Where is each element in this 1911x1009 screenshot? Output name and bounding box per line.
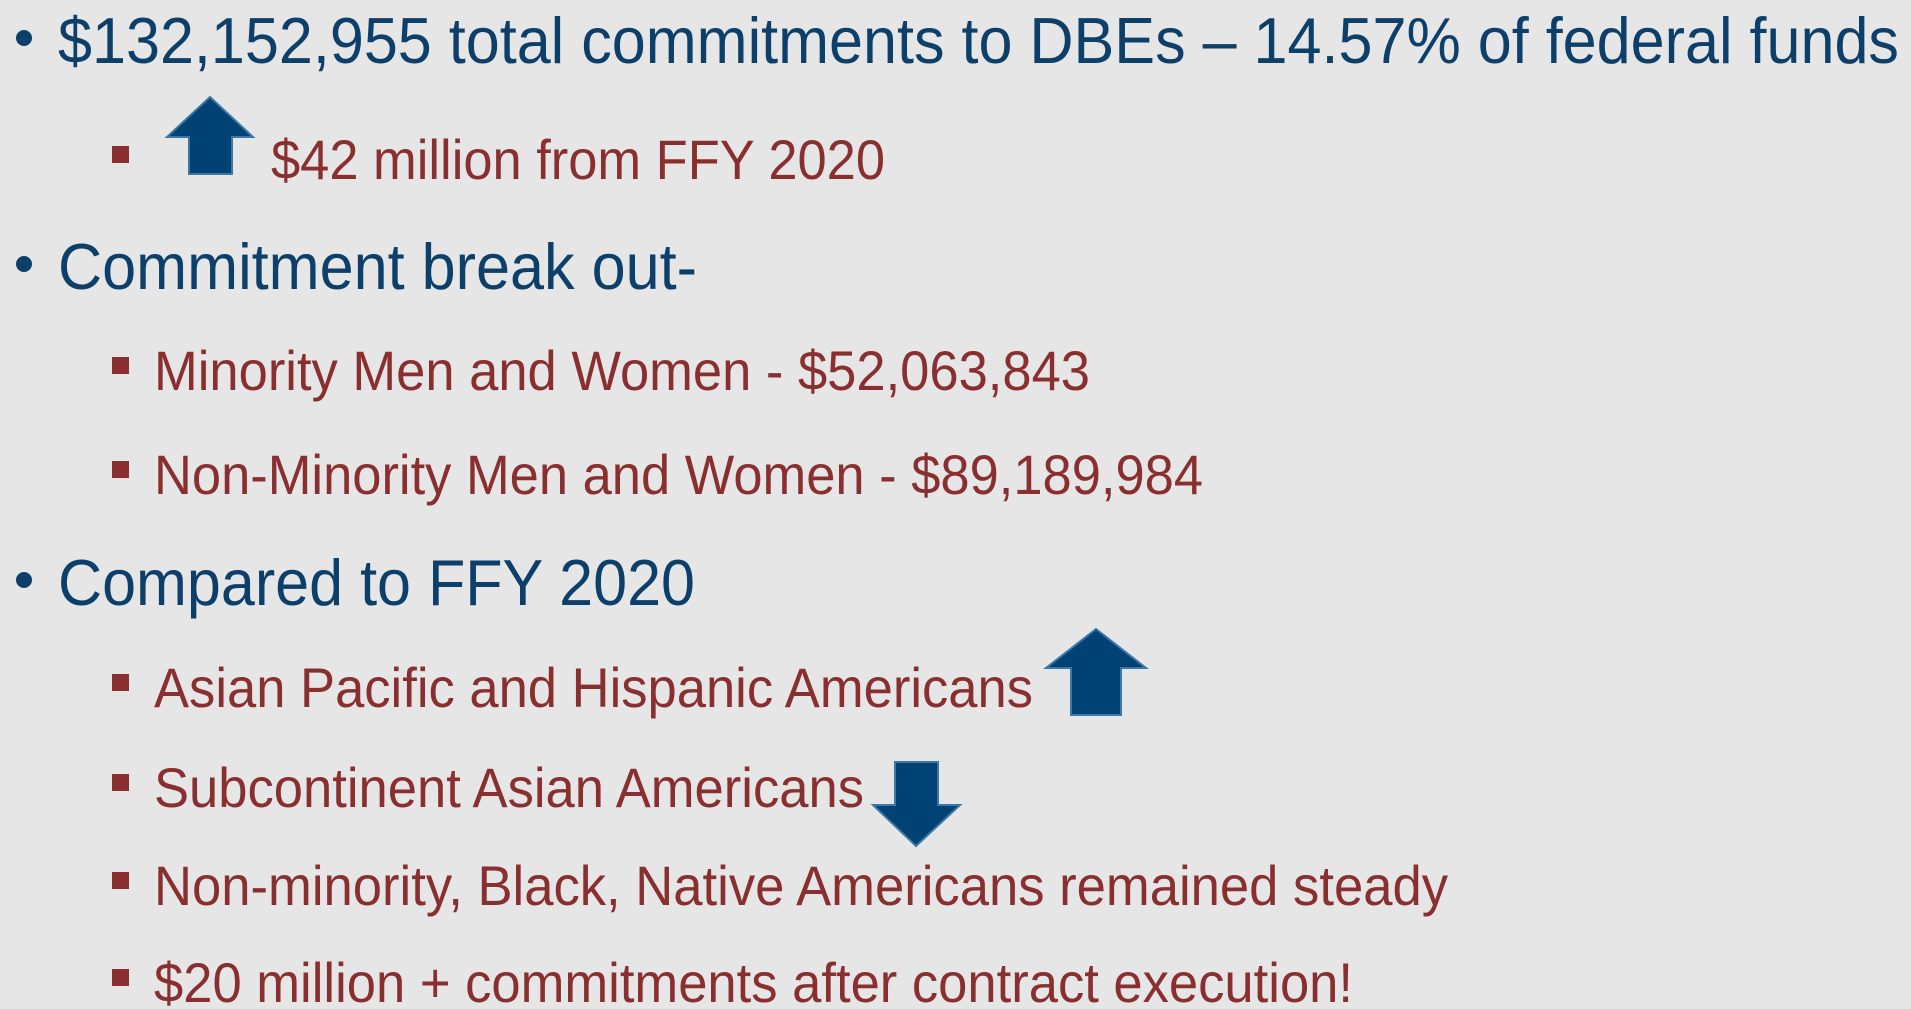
bullet-text: Subcontinent Asian Americans xyxy=(154,756,864,819)
bullet-dot xyxy=(16,30,32,46)
bullet-text: Compared to FFY 2020 xyxy=(58,546,695,619)
bullet-dot xyxy=(16,572,32,588)
bullet-text: Minority Men and Women - $52,063,843 xyxy=(154,339,1090,402)
up-arrow xyxy=(164,95,256,175)
bullet-dot xyxy=(16,256,32,272)
down-arrow xyxy=(870,761,963,848)
bullet-square xyxy=(112,674,129,691)
bullet-text: $42 million from FFY 2020 xyxy=(271,128,885,191)
bullet-text: Non-Minority Men and Women - $89,189,984 xyxy=(154,443,1203,506)
bullet-square xyxy=(112,774,129,791)
bullet-square xyxy=(112,357,129,374)
bullet-square xyxy=(112,461,129,478)
bullet-text: Commitment break out- xyxy=(58,230,697,303)
bullet-square xyxy=(112,969,129,986)
bullet-text: Asian Pacific and Hispanic Americans xyxy=(154,656,1033,719)
up-arrow xyxy=(1043,627,1149,716)
bullet-text: Non-minority, Black, Native Americans re… xyxy=(154,854,1448,917)
bullet-square xyxy=(112,146,129,163)
bullet-text: $20 million + commitments after contract… xyxy=(154,951,1353,1009)
bullet-square xyxy=(112,872,129,889)
bullet-text: $132,152,955 total commitments to DBEs –… xyxy=(58,4,1899,77)
